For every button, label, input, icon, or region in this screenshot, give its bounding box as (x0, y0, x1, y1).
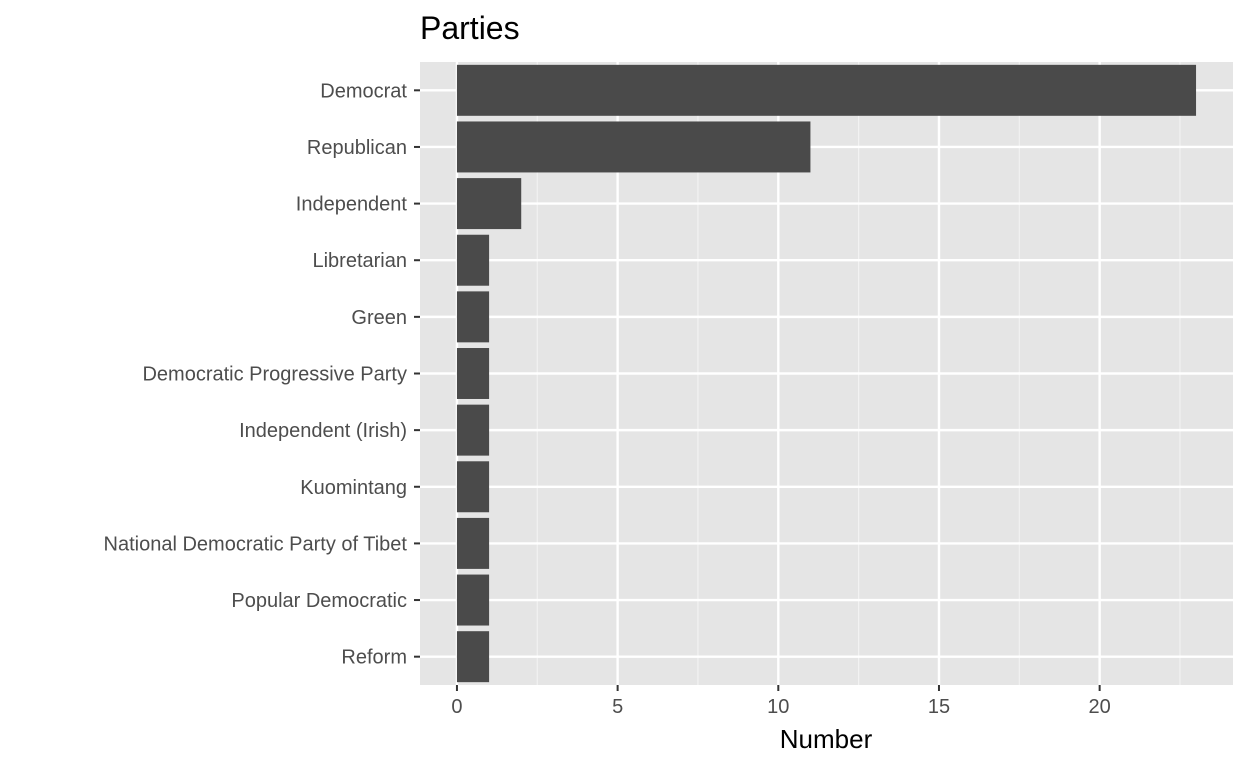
chart-title: Parties (420, 10, 520, 46)
bar-1 (456, 121, 811, 173)
x-tick-label: 10 (767, 696, 789, 718)
x-tick-label: 5 (612, 696, 623, 718)
bar-9 (456, 574, 490, 626)
y-tick-label: Reform (341, 647, 407, 669)
y-tick-label: Independent (296, 194, 408, 216)
bar-7 (456, 461, 490, 513)
y-tick-label: National Democratic Party of Tibet (104, 533, 408, 555)
x-tick-label: 15 (928, 696, 950, 718)
y-tick-label: Democrat (320, 80, 407, 102)
bar-2 (456, 178, 522, 230)
y-tick-label: Republican (307, 137, 407, 159)
bars (456, 64, 1197, 683)
y-tick-label: Green (351, 307, 407, 329)
x-tick-label: 20 (1089, 696, 1111, 718)
bar-8 (456, 517, 490, 569)
x-tick-label: 0 (451, 696, 462, 718)
bar-10 (456, 631, 490, 683)
y-tick-label: Democratic Progressive Party (142, 364, 407, 386)
bar-5 (456, 348, 490, 399)
y-tick-label: Independent (Irish) (239, 420, 407, 442)
y-axis: Democrat Republican Independent Libretarian… (104, 80, 420, 669)
x-axis-title: Number (780, 724, 873, 754)
x-axis: 0 5 10 15 20 (451, 685, 1111, 718)
bar-0 (456, 64, 1197, 116)
y-tick-label: Popular Democratic (231, 590, 407, 612)
bar-6 (456, 404, 490, 456)
bar-3 (456, 234, 490, 286)
y-tick-label: Kuomintang (300, 477, 407, 499)
bar-4 (456, 291, 490, 343)
y-tick-label: Libretarian (312, 250, 407, 272)
